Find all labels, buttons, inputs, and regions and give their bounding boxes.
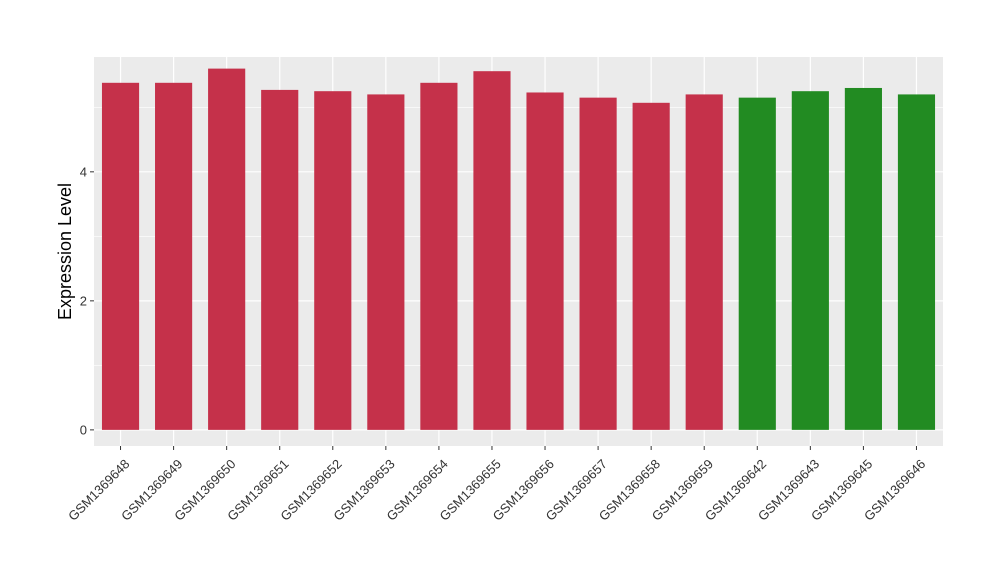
bar xyxy=(155,82,193,430)
bar xyxy=(526,92,564,430)
y-tick-label: 0 xyxy=(80,422,87,437)
bar xyxy=(261,89,299,430)
bar xyxy=(101,82,140,430)
bars xyxy=(101,68,936,430)
bar xyxy=(314,91,352,430)
bar xyxy=(208,68,246,430)
x-axis: GSM1369648GSM1369649GSM1369650GSM1369651… xyxy=(65,446,928,524)
bar xyxy=(844,87,882,430)
bar xyxy=(473,71,511,430)
y-axis-title: Expression Level xyxy=(55,183,75,320)
y-axis: 0 2 4 xyxy=(80,164,94,437)
bar xyxy=(685,94,723,430)
bar xyxy=(579,97,617,430)
bar xyxy=(738,97,776,430)
bar xyxy=(897,94,936,430)
bar xyxy=(791,91,829,430)
bar xyxy=(420,82,458,430)
bar xyxy=(367,94,405,430)
y-tick-label: 4 xyxy=(80,164,87,179)
bar xyxy=(632,102,670,430)
y-tick-label: 2 xyxy=(80,293,87,308)
